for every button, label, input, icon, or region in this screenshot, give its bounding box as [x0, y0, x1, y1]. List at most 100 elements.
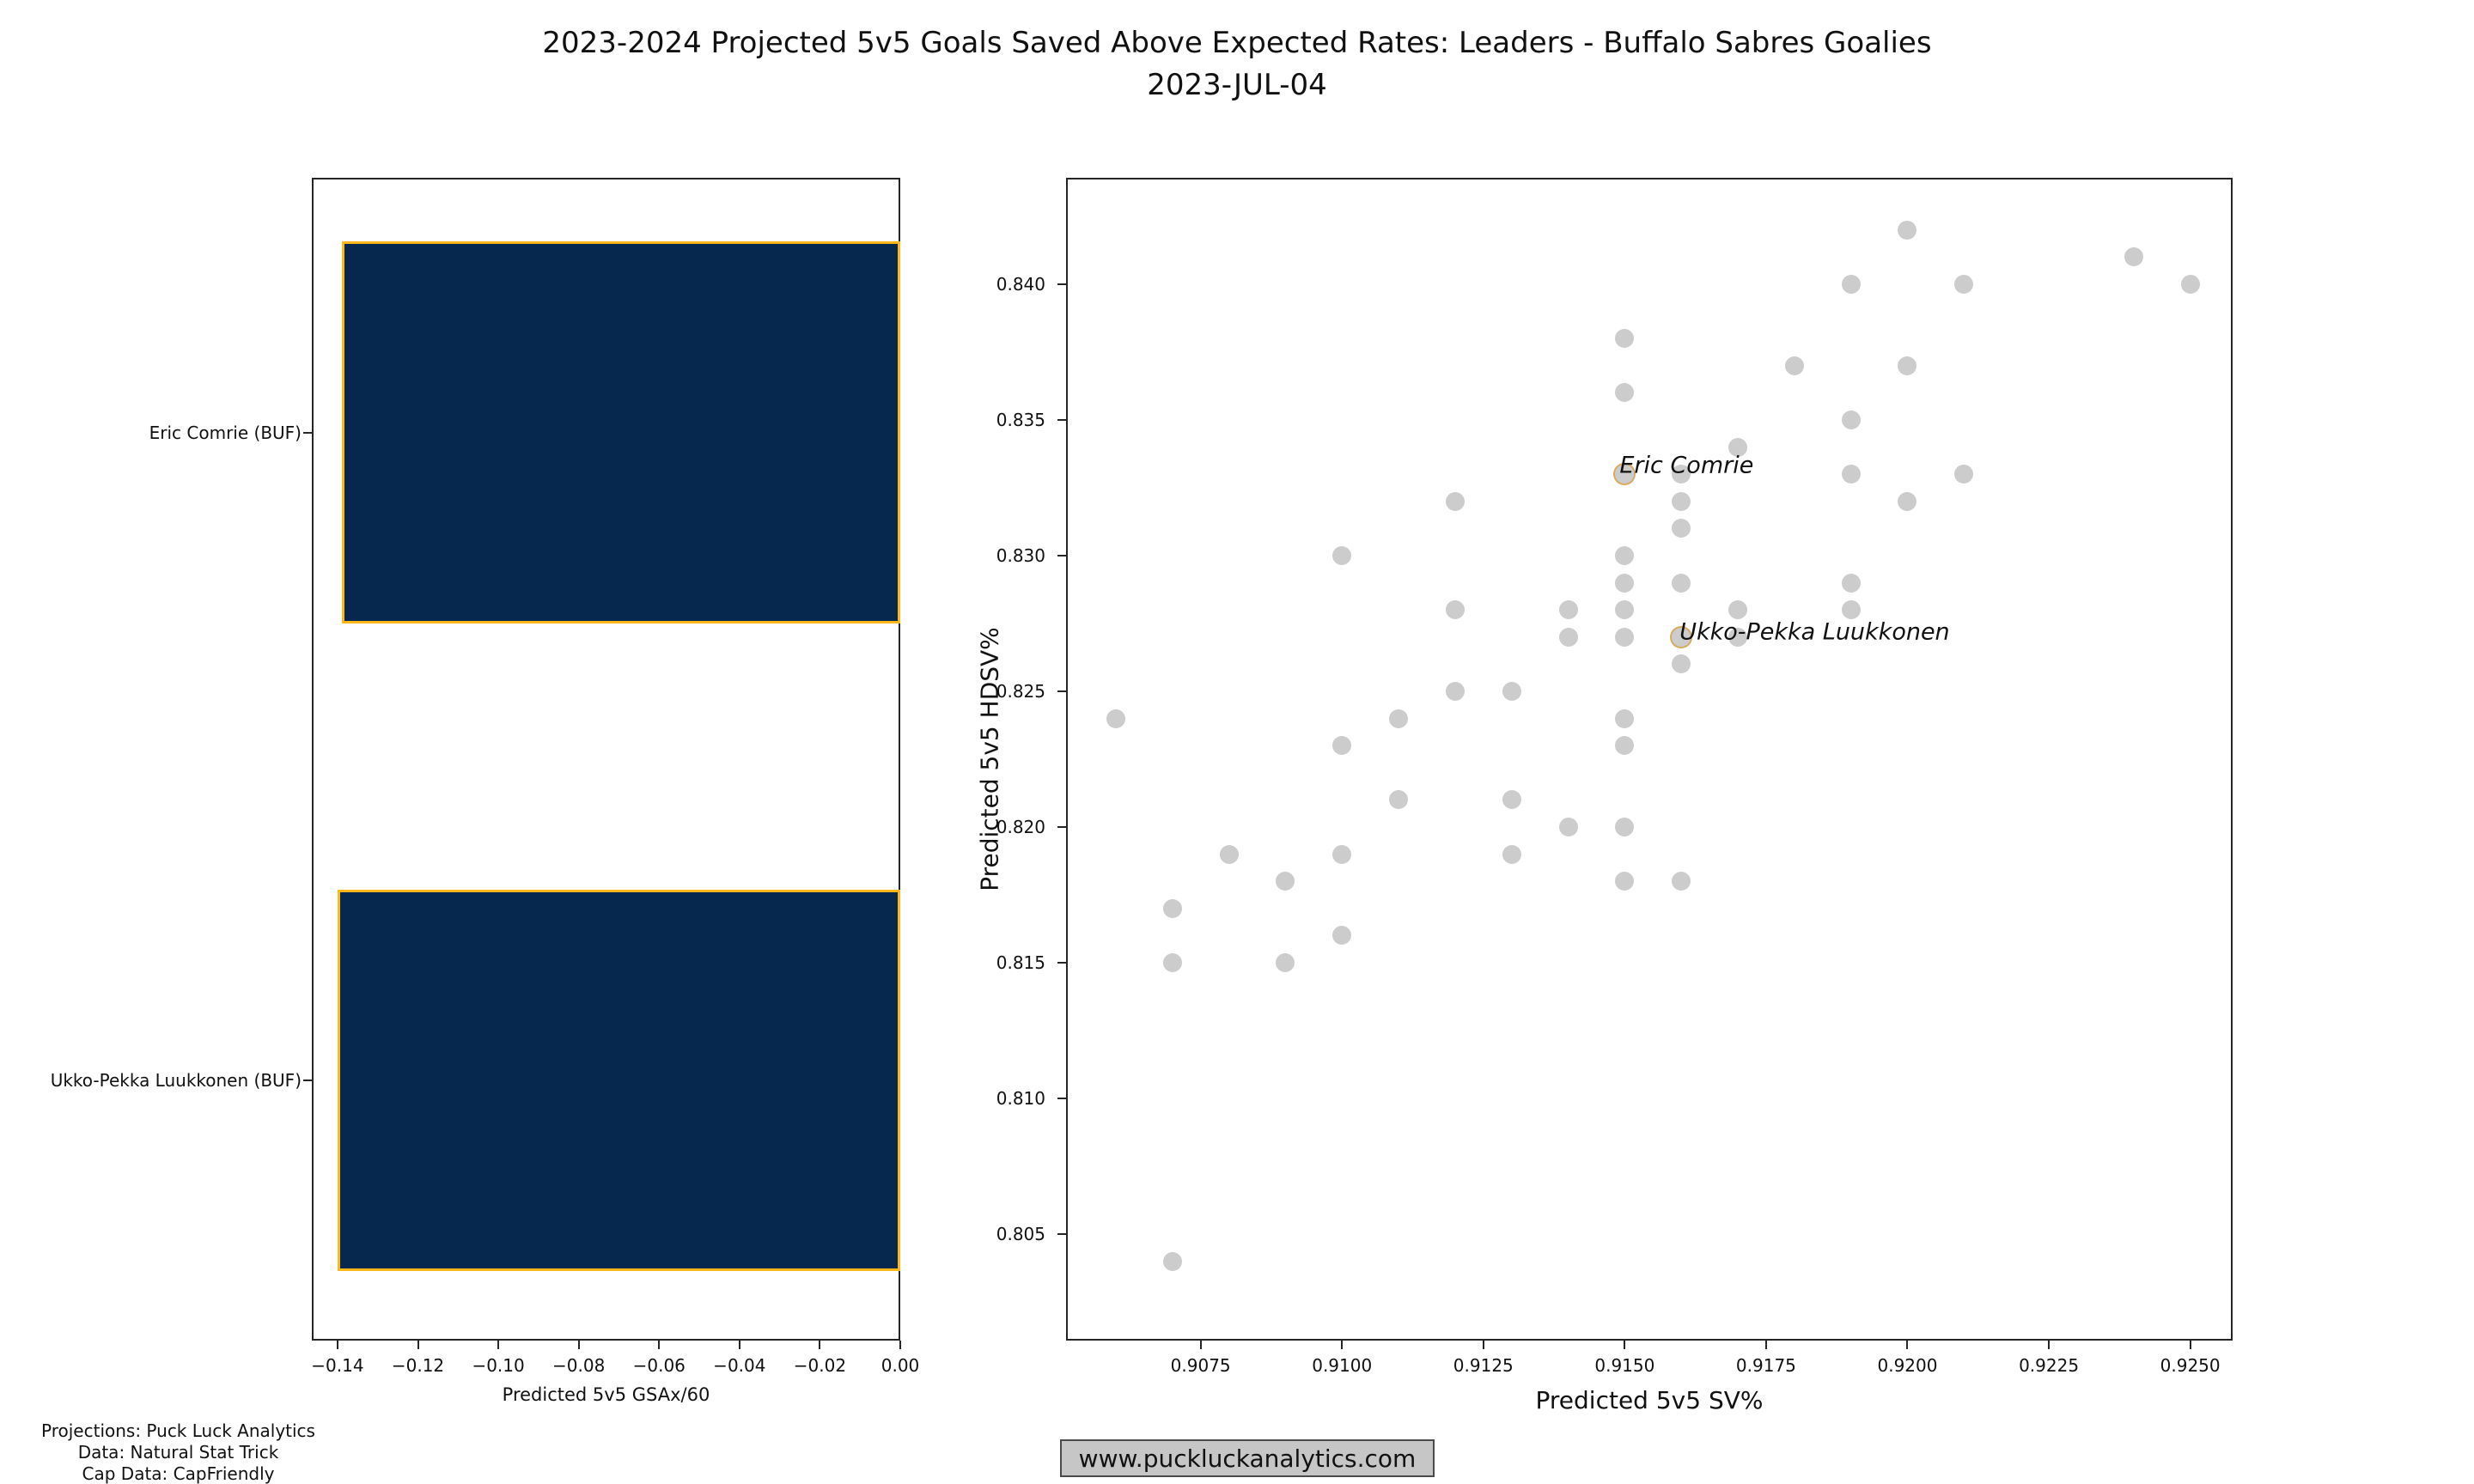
bar	[337, 889, 900, 1271]
scatter-point	[1162, 1251, 1182, 1271]
scatter-point	[1162, 953, 1182, 973]
bar-x-tick-mark	[819, 1341, 821, 1349]
scatter-chart-axes	[1066, 178, 2233, 1341]
scatter-point	[1558, 600, 1578, 620]
scatter-point	[1672, 519, 1691, 538]
scatter-x-tick-mark	[1624, 1341, 1626, 1349]
scatter-point	[1445, 491, 1465, 511]
scatter-point	[1558, 627, 1578, 647]
scatter-y-tick-label: 0.835	[996, 409, 1045, 430]
scatter-point	[1672, 573, 1691, 593]
credits-data-source: Data: Natural Stat Trick	[77, 1442, 279, 1463]
bar-x-tick-mark	[417, 1341, 419, 1349]
scatter-x-tick-label: 0.9225	[2019, 1355, 2080, 1376]
scatter-point	[1615, 872, 1635, 891]
scatter-y-tick-label: 0.815	[996, 952, 1045, 974]
scatter-y-tick-mark	[1057, 283, 1066, 285]
scatter-y-tick-mark	[1057, 554, 1066, 556]
scatter-x-tick-label: 0.9250	[2160, 1355, 2221, 1376]
scatter-point	[1502, 844, 1521, 864]
scatter-point	[1615, 818, 1635, 836]
scatter-x-tick-mark	[1764, 1341, 1767, 1349]
scatter-y-tick-mark	[1057, 1233, 1066, 1236]
credits-projections: Projections: Puck Luck Analytics	[41, 1420, 315, 1441]
scatter-x-tick-label: 0.9125	[1453, 1355, 1514, 1376]
scatter-point	[1954, 274, 1974, 294]
chart-title-date: 2023-JUL-04	[1147, 68, 1327, 102]
scatter-point	[1728, 600, 1748, 620]
scatter-x-tick-mark	[2048, 1341, 2050, 1349]
annotation-label: Ukko-Pekka Luukkonen	[1679, 618, 1950, 646]
scatter-point	[1728, 437, 1748, 457]
bar-y-tick-mark	[303, 1079, 312, 1081]
bar-x-axis-label: Predicted 5v5 GSAx/60	[502, 1384, 710, 1405]
bar-x-tick-mark	[497, 1341, 500, 1349]
scatter-y-tick-mark	[1057, 418, 1066, 421]
scatter-x-tick-label: 0.9175	[1735, 1355, 1796, 1376]
scatter-y-tick-mark	[1057, 826, 1066, 828]
bar-x-tick-label: 0.00	[881, 1355, 920, 1376]
credits-cap-data: Cap Data: CapFriendly	[82, 1463, 275, 1484]
scatter-point	[1672, 654, 1691, 674]
scatter-x-tick-mark	[1199, 1341, 1202, 1349]
bar-x-tick-label: −0.08	[552, 1355, 606, 1376]
scatter-point	[1841, 410, 1861, 429]
bar-x-tick-label: −0.14	[311, 1355, 364, 1376]
scatter-y-tick-mark	[1057, 1098, 1066, 1100]
scatter-point	[2180, 274, 2200, 294]
scatter-point	[1615, 709, 1635, 728]
scatter-point	[1162, 898, 1182, 918]
scatter-point	[1841, 274, 1861, 294]
scatter-x-tick-label: 0.9200	[1877, 1355, 1938, 1376]
scatter-point	[1389, 790, 1409, 810]
scatter-point	[1445, 681, 1465, 701]
chart-title-line1: 2023-2024 Projected 5v5 Goals Saved Abov…	[542, 26, 1932, 60]
scatter-y-tick-label: 0.840	[996, 273, 1045, 295]
scatter-point	[1332, 545, 1352, 565]
scatter-point	[1332, 926, 1352, 946]
bar-category-label: Ukko-Pekka Luukkonen (BUF)	[50, 1069, 302, 1091]
scatter-point	[1106, 709, 1125, 728]
scatter-x-tick-mark	[2189, 1341, 2191, 1349]
bar-x-tick-label: −0.10	[472, 1355, 525, 1376]
scatter-point-highlighted	[1672, 627, 1691, 647]
scatter-point	[1954, 465, 1974, 484]
scatter-point	[1502, 681, 1521, 701]
annotation-label: Eric Comrie	[1619, 452, 1754, 479]
bar-category-label: Eric Comrie (BUF)	[149, 422, 302, 443]
scatter-point	[1615, 545, 1635, 565]
scatter-point	[1784, 356, 1804, 375]
bar-x-tick-label: −0.02	[793, 1355, 847, 1376]
scatter-x-tick-label: 0.9100	[1312, 1355, 1373, 1376]
scatter-x-axis-label: Predicted 5v5 SV%	[1535, 1386, 1764, 1414]
scatter-point	[1672, 872, 1691, 891]
scatter-point	[1728, 627, 1748, 647]
scatter-point	[1841, 600, 1861, 620]
scatter-point	[1389, 709, 1409, 728]
scatter-x-tick-label: 0.9150	[1594, 1355, 1655, 1376]
scatter-point	[1332, 844, 1352, 864]
scatter-x-tick-label: 0.9075	[1170, 1355, 1231, 1376]
scatter-point	[1219, 844, 1239, 864]
scatter-point	[1672, 491, 1691, 511]
bar-x-tick-mark	[738, 1341, 740, 1349]
bar-x-tick-mark	[577, 1341, 580, 1349]
scatter-y-tick-label: 0.805	[996, 1224, 1045, 1245]
scatter-point	[1276, 953, 1295, 973]
bar-x-tick-label: −0.12	[391, 1355, 445, 1376]
scatter-point-highlighted	[1615, 465, 1635, 484]
scatter-point	[1615, 383, 1635, 403]
scatter-point	[1841, 573, 1861, 593]
scatter-point	[1445, 600, 1465, 620]
scatter-y-tick-mark	[1057, 962, 1066, 964]
scatter-point	[1898, 491, 1917, 511]
scatter-y-tick-label: 0.820	[996, 817, 1045, 837]
scatter-x-tick-mark	[1906, 1341, 1909, 1349]
credits-block: Projections: Puck Luck Analytics Data: N…	[21, 1420, 335, 1484]
website-link-box[interactable]: www.puckluckanalytics.com	[1060, 1439, 1435, 1477]
bar-x-tick-mark	[899, 1341, 901, 1349]
scatter-point	[1615, 329, 1635, 349]
bar-x-tick-mark	[658, 1341, 661, 1349]
scatter-point	[1898, 356, 1917, 375]
